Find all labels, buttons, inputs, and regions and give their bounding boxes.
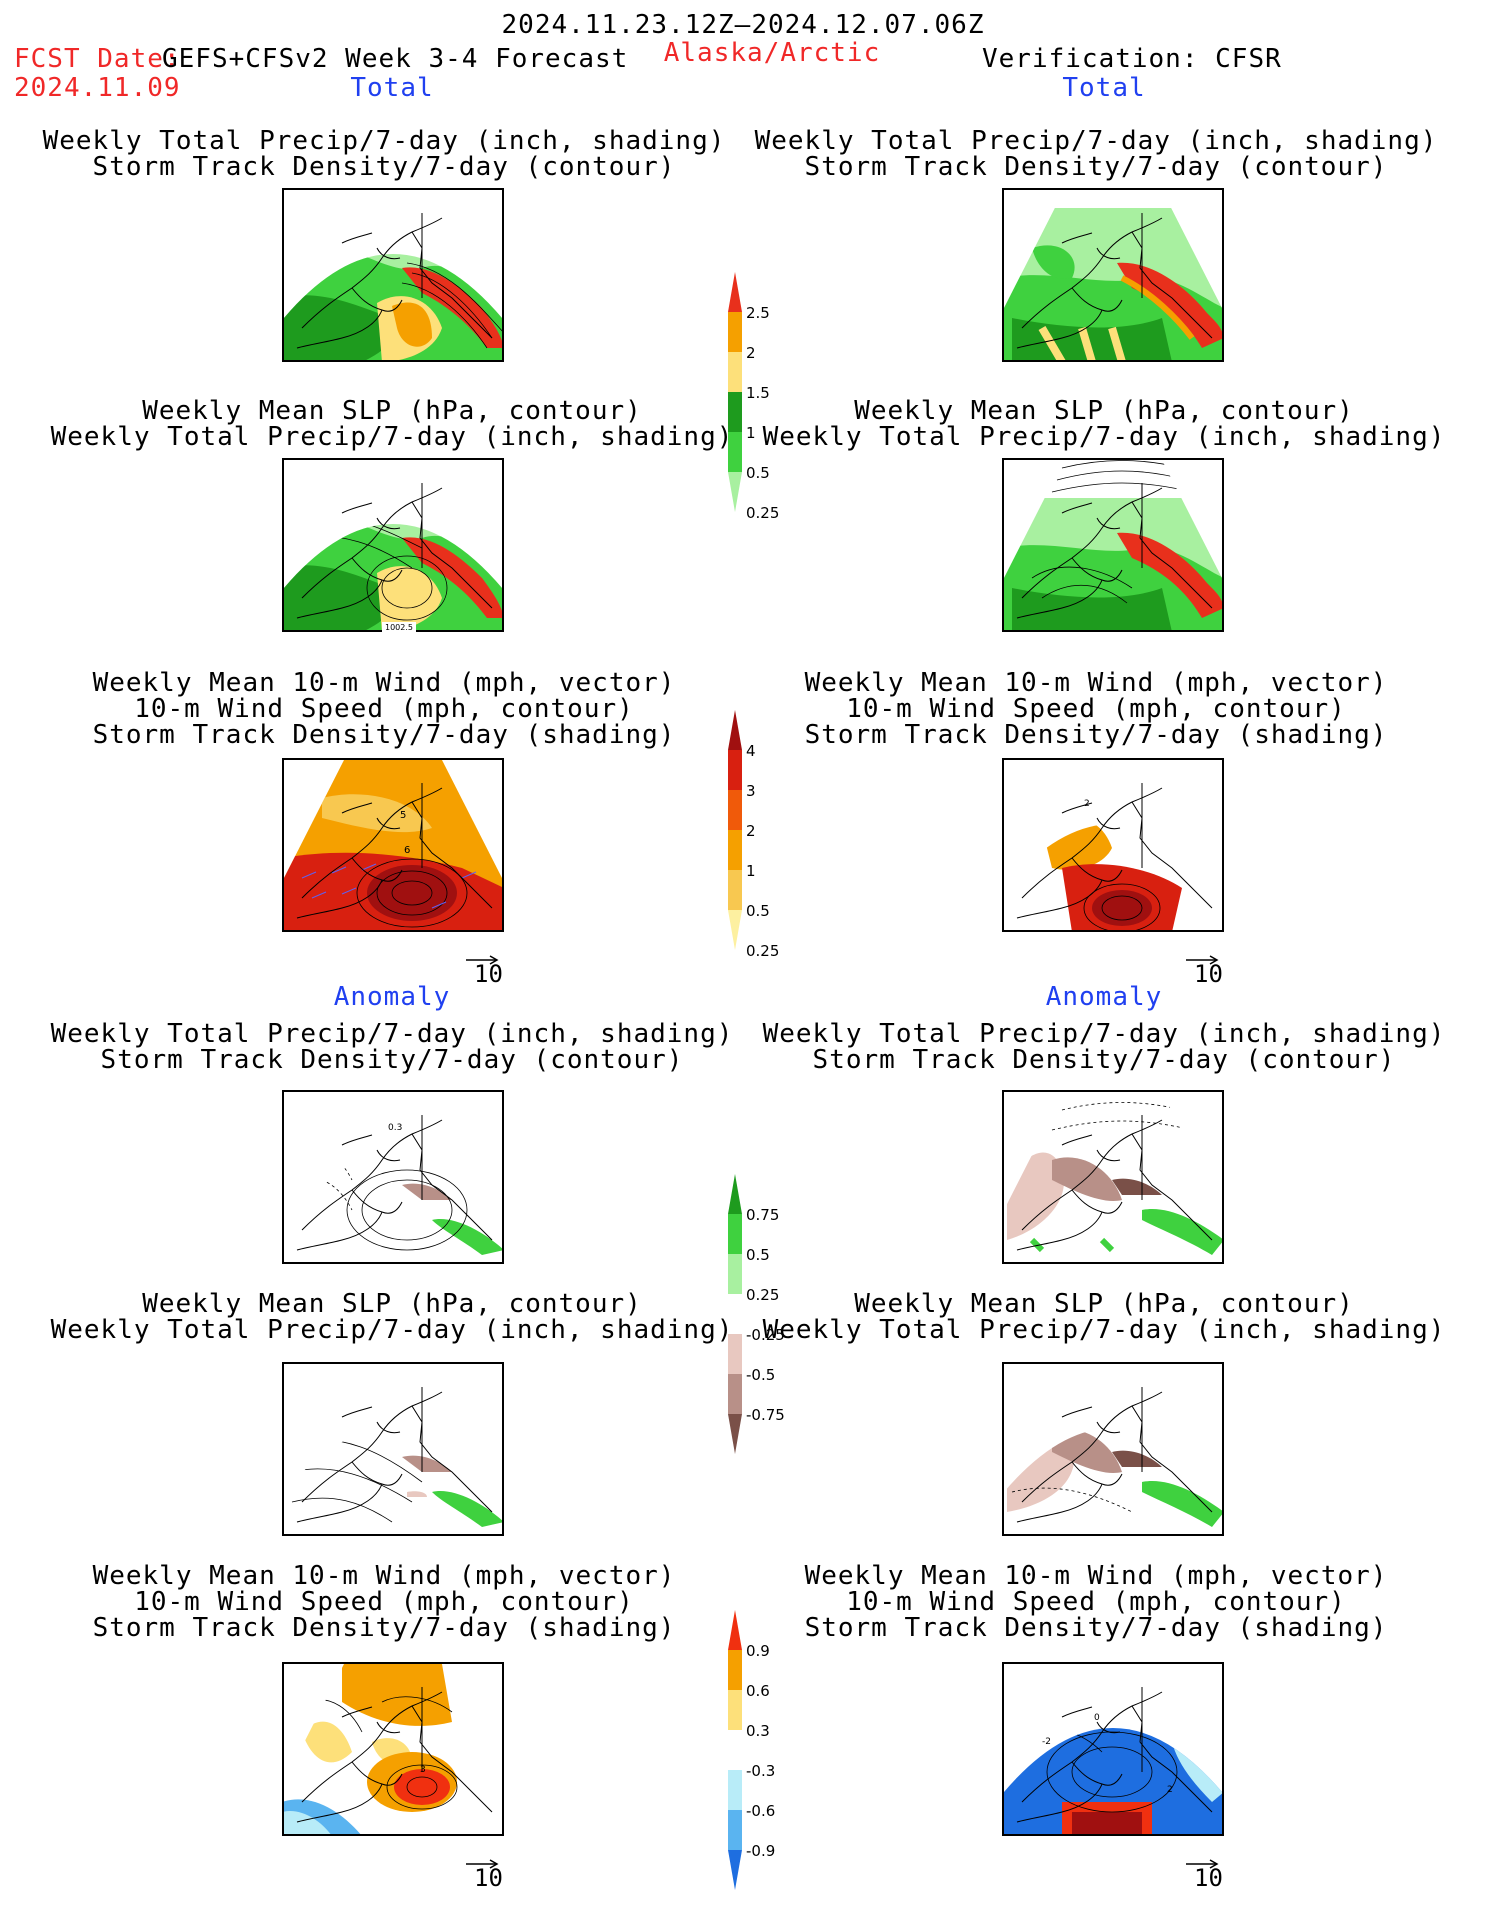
fcst-date: 2024.11.09 [14, 73, 181, 103]
colorbar-tick-label: 2 [746, 822, 756, 840]
panel-title-precip-storm-total-verif: Weekly Total Precip/7-day (inch, shading… [754, 126, 1438, 182]
map-slp-precip-anom-verif [1002, 1362, 1224, 1536]
map-precip-storm-anom-fcst: 0.3 [282, 1090, 504, 1264]
panel-title-slp-precip-anom-verif: Weekly Mean SLP (hPa, contour) Weekly Tot… [762, 1289, 1446, 1345]
colorbar-tick-label: 0.5 [746, 464, 770, 482]
colorbar-swatch [728, 710, 742, 750]
wind-contour-label-verif: 2 [1084, 799, 1090, 809]
colorbar-tick-label: 2.5 [746, 304, 770, 322]
colorbar-swatch [728, 830, 742, 870]
colorbar-swatch [728, 790, 742, 830]
wind-contour-label-a: 5 [400, 810, 406, 821]
map-slp-precip-anom-fcst [282, 1362, 504, 1536]
colorbar-tick-label: 0.75 [746, 1206, 780, 1224]
colorbar-tick-label: 0.9 [746, 1642, 770, 1660]
colorbar-tick-label: 0.25 [746, 1286, 780, 1304]
colorbar-tick-label: 1 [746, 862, 756, 880]
colorbar-swatch [728, 910, 742, 950]
forecast-period: 2024.11.23.12Z–2024.12.07.06Z [501, 10, 985, 40]
colorbar-tick-label: -0.5 [746, 1366, 776, 1384]
colorbar-swatch [728, 1650, 742, 1690]
map-wind-storm-anom-verif: 0 -2 2 [1002, 1662, 1224, 1836]
panel-title-slp-precip-total-fcst: Weekly Mean SLP (hPa, contour) Weekly Tot… [50, 396, 734, 452]
section-total-left: Total [350, 73, 434, 103]
map-slp-precip-total-verif [1002, 458, 1224, 632]
colorbar-tick-label: -0.6 [746, 1802, 776, 1820]
colorbar-tick-label: 0.5 [746, 902, 770, 920]
colorbar-tick-label: -0.3 [746, 1762, 776, 1780]
panel-title-wind-storm-anom-verif: Weekly Mean 10-m Wind (mph, vector) 10-m … [804, 1561, 1388, 1643]
panel-title-wind-storm-total-verif: Weekly Mean 10-m Wind (mph, vector) 10-m … [804, 668, 1388, 750]
colorbar-tick-label: -0.75 [746, 1406, 785, 1424]
colorbar-swatch [728, 392, 742, 432]
colorbar-tick-label: 3 [746, 782, 756, 800]
vector-ref-total-verif: 10 [1186, 944, 1223, 988]
colorbar-swatch [728, 750, 742, 790]
colorbar-swatch [728, 1254, 742, 1294]
verification-label: Verification: CFSR [982, 44, 1282, 74]
colorbar-tick-label: 0.5 [746, 1246, 770, 1264]
colorbar-tick-label: 0.3 [746, 1722, 770, 1740]
panel-title-precip-storm-anom-fcst: Weekly Total Precip/7-day (inch, shading… [50, 1019, 734, 1075]
slp-contour-label: 1002.5 [385, 623, 413, 632]
section-total-right: Total [1062, 73, 1146, 103]
fcst-date-label: FCST Date: [14, 44, 181, 74]
colorbar-swatch [728, 1690, 742, 1730]
colorbar-tick-label: 4 [746, 742, 756, 760]
wind-anom-verif-label-b: -2 [1042, 1737, 1051, 1747]
colorbar-swatch [728, 472, 742, 512]
colorbar-tick-label: 0.6 [746, 1682, 770, 1700]
region-title: Alaska/Arctic [663, 38, 881, 68]
panel-title-slp-precip-total-verif: Weekly Mean SLP (hPa, contour) Weekly Tot… [762, 396, 1446, 452]
colorbar-swatch [728, 1850, 742, 1890]
colorbar-swatch [728, 352, 742, 392]
vector-ref-anom-verif: 10 [1186, 1848, 1223, 1892]
map-wind-storm-total-verif: 2 [1002, 758, 1224, 932]
colorbar-swatch [728, 432, 742, 472]
colorbar-swatch [728, 1610, 742, 1650]
colorbar-tick-label: 1.5 [746, 384, 770, 402]
colorbar-tick-label: 1 [746, 424, 756, 442]
panel-title-precip-storm-anom-verif: Weekly Total Precip/7-day (inch, shading… [762, 1019, 1446, 1075]
wind-anom-contour-label: 3 [420, 1765, 426, 1775]
panel-title-precip-storm-total-fcst: Weekly Total Precip/7-day (inch, shading… [42, 126, 726, 182]
colorbar-swatch [728, 1214, 742, 1254]
map-slp-precip-total-fcst: 1002.5 [282, 458, 504, 632]
colorbar-swatch [728, 870, 742, 910]
wind-anom-verif-label-c: 2 [1167, 1785, 1173, 1795]
vector-ref-anom-fcst: 10 [466, 1848, 503, 1892]
map-wind-storm-anom-fcst: 3 [282, 1662, 504, 1836]
colorbar-tick-label: -0.25 [746, 1326, 785, 1344]
colorbar-tick-label: 0.25 [746, 504, 780, 522]
colorbar-swatch [728, 1374, 742, 1414]
panel-title-wind-storm-total-fcst: Weekly Mean 10-m Wind (mph, vector) 10-m … [92, 668, 676, 750]
model-title: GEFS+CFSv2 Week 3-4 Forecast [162, 44, 629, 74]
colorbar-swatch [728, 1294, 742, 1334]
wind-contour-label-b: 6 [404, 845, 410, 856]
colorbar-tick-label: 2 [746, 344, 756, 362]
colorbar-swatch [728, 1414, 742, 1454]
panel-title-slp-precip-anom-fcst: Weekly Mean SLP (hPa, contour) Weekly Tot… [50, 1289, 734, 1345]
colorbar-swatch [728, 1334, 742, 1374]
map-precip-storm-total-verif [1002, 188, 1224, 362]
precip-anom-contour-label: 0.3 [388, 1123, 402, 1133]
colorbar-swatch [728, 312, 742, 352]
map-precip-storm-total-fcst [282, 188, 504, 362]
section-anomaly-right: Anomaly [1045, 982, 1163, 1012]
panel-title-wind-storm-anom-fcst: Weekly Mean 10-m Wind (mph, vector) 10-m … [92, 1561, 676, 1643]
colorbar-swatch [728, 1770, 742, 1810]
colorbar-swatch [728, 1810, 742, 1850]
colorbar-swatch [728, 272, 742, 312]
colorbar-tick-label: -0.9 [746, 1842, 776, 1860]
colorbar-swatch [728, 1174, 742, 1214]
colorbar-swatch [728, 1730, 742, 1770]
vector-ref-total-fcst: 10 [466, 944, 503, 988]
wind-anom-verif-label-a: 0 [1094, 1713, 1100, 1723]
section-anomaly-left: Anomaly [333, 982, 451, 1012]
colorbar-tick-label: 0.25 [746, 942, 780, 960]
map-wind-storm-total-fcst: 5 6 [282, 758, 504, 932]
map-precip-storm-anom-verif [1002, 1090, 1224, 1264]
